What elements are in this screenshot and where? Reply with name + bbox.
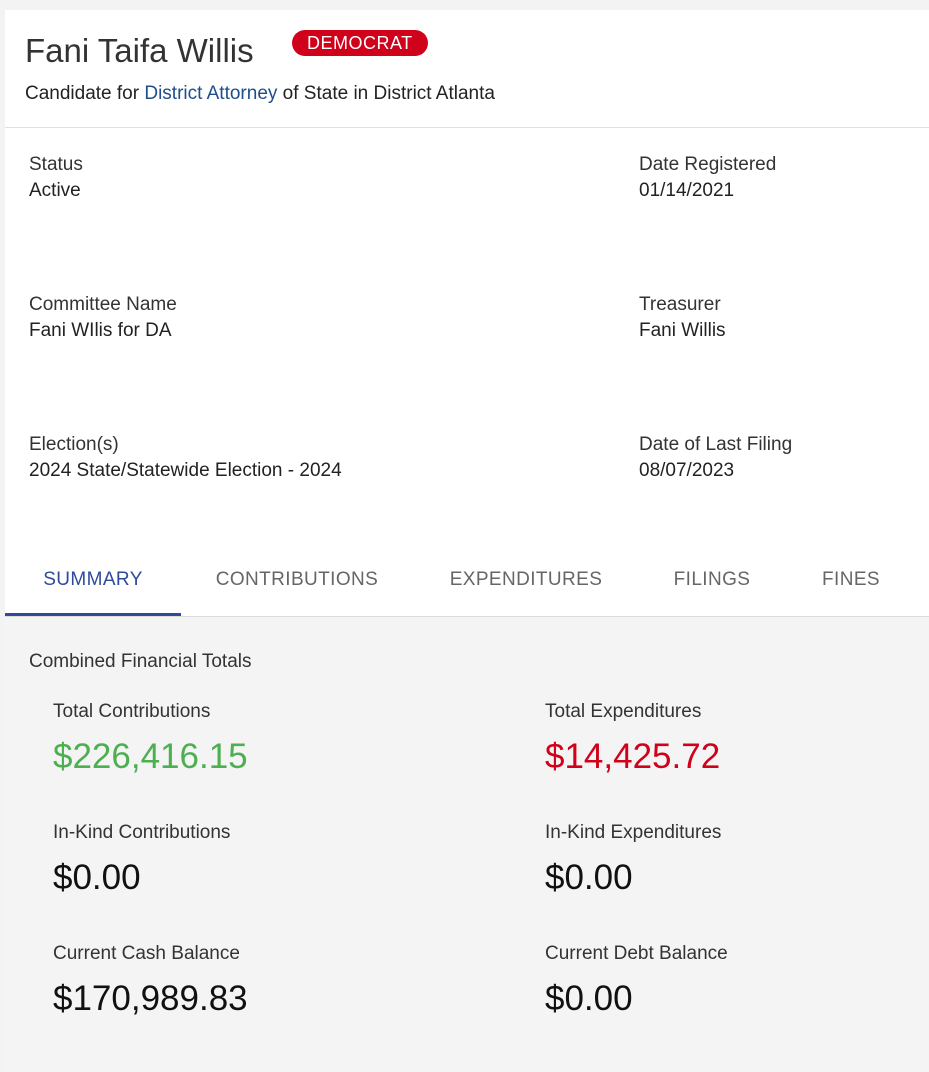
- tab-filings[interactable]: FILINGS: [673, 569, 751, 590]
- committee-name-label: Committee Name: [29, 294, 177, 315]
- date-last-filing-field: Date of Last Filing 08/07/2023: [639, 432, 792, 484]
- treasurer-field: Treasurer Fani Willis: [639, 292, 726, 344]
- status-label: Status: [29, 154, 83, 175]
- treasurer-value: Fani Willis: [639, 320, 726, 341]
- elections-label: Election(s): [29, 434, 119, 455]
- inkind-expenditures-label: In-Kind Expenditures: [545, 822, 722, 843]
- total-contributions-stat: Total Contributions $226,416.15: [53, 701, 248, 777]
- treasurer-label: Treasurer: [639, 294, 721, 315]
- summary-title: Combined Financial Totals: [29, 651, 252, 672]
- tab-summary[interactable]: SUMMARY: [43, 569, 143, 590]
- total-expenditures-label: Total Expenditures: [545, 701, 702, 722]
- committee-name-value: Fani WIlis for DA: [29, 320, 172, 341]
- cash-balance-label: Current Cash Balance: [53, 943, 240, 964]
- subtitle-prefix: Candidate for: [25, 83, 145, 104]
- party-badge: DEMOCRAT: [292, 30, 428, 56]
- inkind-expenditures-value: $0.00: [545, 858, 633, 897]
- total-expenditures-stat: Total Expenditures $14,425.72: [545, 701, 720, 777]
- date-registered-label: Date Registered: [639, 154, 777, 175]
- status-field: Status Active: [29, 152, 83, 204]
- debt-balance-label: Current Debt Balance: [545, 943, 728, 964]
- debt-balance-stat: Current Debt Balance $0.00: [545, 943, 728, 1019]
- candidate-header: Fani Taifa Willis DEMOCRAT Candidate for…: [5, 10, 929, 128]
- candidate-name: Fani Taifa Willis: [25, 32, 254, 69]
- tab-fines[interactable]: FINES: [822, 569, 880, 590]
- date-last-filing-label: Date of Last Filing: [639, 434, 793, 455]
- inkind-expenditures-stat: In-Kind Expenditures $0.00: [545, 822, 721, 898]
- office-link[interactable]: District Attorney: [144, 83, 278, 104]
- summary-panel: Combined Financial Totals Total Contribu…: [5, 617, 929, 1072]
- date-last-filing-value: 08/07/2023: [639, 460, 735, 481]
- inkind-contributions-label: In-Kind Contributions: [53, 822, 231, 843]
- tab-contributions[interactable]: CONTRIBUTIONS: [215, 569, 379, 590]
- cash-balance-stat: Current Cash Balance $170,989.83: [53, 943, 248, 1019]
- elections-field: Election(s) 2024 State/Statewide Electio…: [29, 432, 342, 484]
- total-contributions-label: Total Contributions: [53, 701, 211, 722]
- status-value: Active: [29, 180, 81, 201]
- date-registered-field: Date Registered 01/14/2021: [639, 152, 776, 204]
- candidate-card: Fani Taifa Willis DEMOCRAT Candidate for…: [5, 10, 929, 1072]
- elections-value: 2024 State/Statewide Election - 2024: [29, 460, 342, 481]
- total-expenditures-value: $14,425.72: [545, 737, 721, 776]
- debt-balance-value: $0.00: [545, 979, 633, 1018]
- inkind-contributions-value: $0.00: [53, 858, 141, 897]
- total-contributions-value: $226,416.15: [53, 737, 248, 776]
- active-tab-indicator: [5, 613, 181, 616]
- candidate-subtitle: Candidate for District Attorney of State…: [25, 83, 495, 105]
- committee-name-field: Committee Name Fani WIlis for DA: [29, 292, 177, 344]
- tab-bar: SUMMARY CONTRIBUTIONS EXPENDITURES FILIN…: [5, 560, 929, 617]
- inkind-contributions-stat: In-Kind Contributions $0.00: [53, 822, 230, 898]
- date-registered-value: 01/14/2021: [639, 180, 735, 201]
- subtitle-suffix: of State in District Atlanta: [277, 83, 495, 104]
- cash-balance-value: $170,989.83: [53, 979, 248, 1018]
- tab-expenditures[interactable]: EXPENDITURES: [449, 569, 603, 590]
